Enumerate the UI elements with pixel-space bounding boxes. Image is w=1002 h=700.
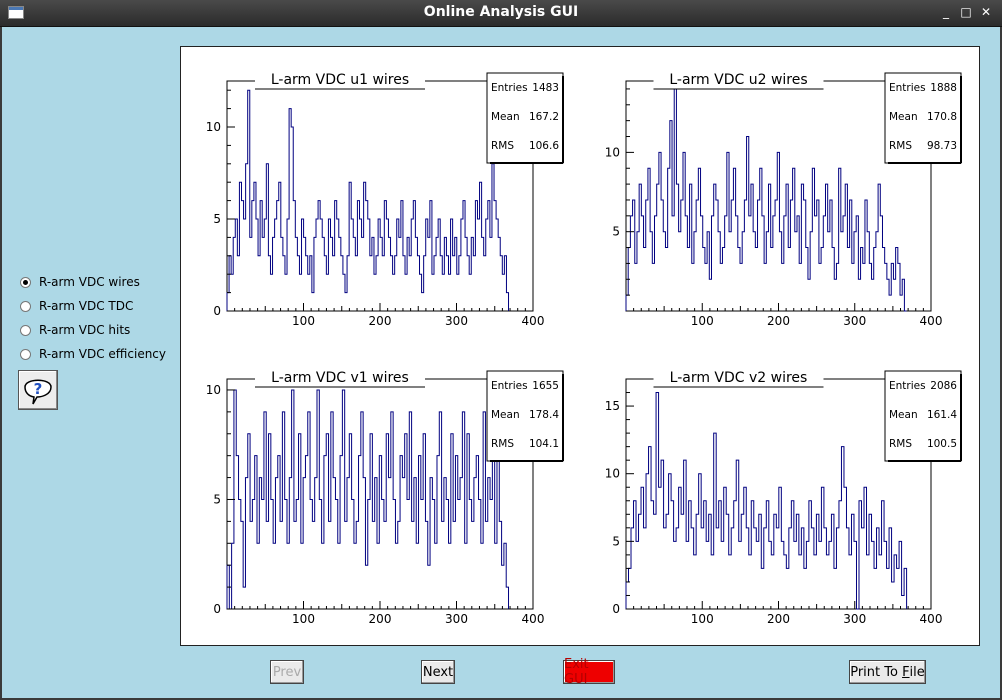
- stats-label: Entries: [491, 380, 528, 392]
- stats-label: RMS: [491, 438, 514, 450]
- window-border-right: [1000, 27, 1002, 700]
- stats-label: Entries: [889, 82, 926, 94]
- radio-label: R-arm VDC wires: [39, 275, 140, 289]
- stats-label: RMS: [889, 438, 912, 450]
- stats-label: Mean: [491, 111, 520, 123]
- help-icon: ?: [24, 379, 52, 405]
- print-label-prefix: Print To: [850, 664, 903, 680]
- stats-label: Entries: [491, 82, 528, 94]
- stats-value: 104.1: [529, 438, 559, 450]
- title-box: [255, 67, 425, 89]
- radio-indicator[interactable]: [20, 301, 31, 312]
- y-tick-label: 5: [612, 225, 620, 239]
- stats-value: 98.73: [927, 140, 957, 152]
- y-tick-label: 15: [605, 399, 620, 413]
- histogram-series: [625, 392, 908, 610]
- exit-gui-button[interactable]: Exit GUI: [563, 657, 615, 687]
- histogram-canvas[interactable]: 100 200 300 400 0 5 10 L-arm VDC u1 wires Entrie…: [180, 46, 980, 646]
- radio-indicator[interactable]: [20, 277, 31, 288]
- radio-label: R-arm VDC hits: [39, 323, 131, 337]
- stats-value: 100.5: [927, 438, 957, 450]
- x-tick-label: 400: [522, 612, 545, 626]
- window-menu-icon[interactable]: [8, 6, 24, 19]
- stats-label: Mean: [491, 409, 520, 421]
- minimize-icon[interactable]: _: [943, 5, 949, 19]
- histogram-series: [625, 88, 907, 312]
- stats-value: 167.2: [529, 111, 559, 123]
- y-tick-label: 5: [213, 212, 221, 226]
- print-label-suffix: ile: [909, 664, 925, 680]
- x-tick-label: 400: [522, 314, 545, 328]
- y-tick-label: 10: [605, 145, 620, 159]
- title-box: [255, 365, 425, 387]
- prev-button[interactable]: Prev: [270, 660, 304, 684]
- histogram-title: L-arm VDC v2 wires: [670, 370, 808, 386]
- x-tick-label: 100: [691, 314, 714, 328]
- x-tick-label: 300: [445, 314, 468, 328]
- stats-label: Mean: [889, 111, 918, 123]
- stats-value: 1888: [930, 82, 957, 94]
- stats-value: 2086: [930, 380, 957, 392]
- stats-value: 1655: [532, 380, 559, 392]
- close-icon[interactable]: ✕: [980, 5, 992, 19]
- x-tick-label: 100: [691, 612, 714, 626]
- stats-label: RMS: [889, 140, 912, 152]
- y-tick-label: 0: [213, 602, 221, 616]
- stats-value: 1483: [532, 82, 559, 94]
- radio-label: R-arm VDC TDC: [39, 299, 134, 313]
- y-tick-label: 5: [213, 492, 221, 506]
- stats-label: Entries: [889, 380, 926, 392]
- x-tick-label: 300: [843, 314, 866, 328]
- window-titlebar: Online Analysis GUI _ □ ✕: [0, 0, 1002, 27]
- radio-label: R-arm VDC efficiency: [39, 347, 167, 361]
- stats-label: RMS: [491, 140, 514, 152]
- print-label-mnemonic: F: [902, 664, 910, 680]
- stats-box: [884, 72, 962, 164]
- histogram-title: L-arm VDC u2 wires: [669, 72, 807, 88]
- histogram-title: L-arm VDC v1 wires: [271, 370, 409, 386]
- y-tick-label: 0: [213, 304, 221, 318]
- title-box: [653, 365, 824, 387]
- window-border-bottom: [0, 698, 1002, 700]
- window-title: Online Analysis GUI: [423, 4, 579, 20]
- x-tick-label: 100: [292, 612, 315, 626]
- title-box: [653, 67, 824, 89]
- x-tick-label: 200: [767, 314, 790, 328]
- stats-box: [486, 72, 564, 164]
- x-tick-label: 200: [369, 612, 392, 626]
- stats-value: 178.4: [529, 409, 559, 421]
- radio-indicator[interactable]: [20, 325, 31, 336]
- x-tick-label: 300: [445, 612, 468, 626]
- next-button[interactable]: Next: [421, 660, 455, 684]
- stats-value: 106.6: [529, 140, 559, 152]
- histogram-series: [226, 389, 510, 610]
- help-button[interactable]: ?: [18, 370, 58, 410]
- stats-value: 161.4: [927, 409, 957, 421]
- window-border-left: [0, 27, 2, 700]
- x-tick-label: 300: [843, 612, 866, 626]
- x-tick-label: 200: [767, 612, 790, 626]
- stats-label: Mean: [889, 409, 918, 421]
- y-tick-label: 5: [612, 534, 620, 548]
- x-tick-label: 100: [292, 314, 315, 328]
- maximize-icon[interactable]: □: [960, 5, 972, 19]
- y-tick-label: 10: [206, 120, 221, 134]
- y-tick-label: 10: [605, 467, 620, 481]
- stats-box: [884, 370, 962, 462]
- histogram-title: L-arm VDC u1 wires: [271, 72, 409, 88]
- x-tick-label: 200: [369, 314, 392, 328]
- histogram-series: [226, 89, 510, 311]
- radio-indicator[interactable]: [20, 349, 31, 360]
- y-tick-label: 10: [206, 383, 221, 397]
- x-tick-label: 400: [920, 612, 943, 626]
- x-tick-label: 400: [920, 314, 943, 328]
- y-tick-label: 0: [612, 602, 620, 616]
- svg-text:?: ?: [34, 380, 43, 398]
- stats-value: 170.8: [927, 111, 957, 123]
